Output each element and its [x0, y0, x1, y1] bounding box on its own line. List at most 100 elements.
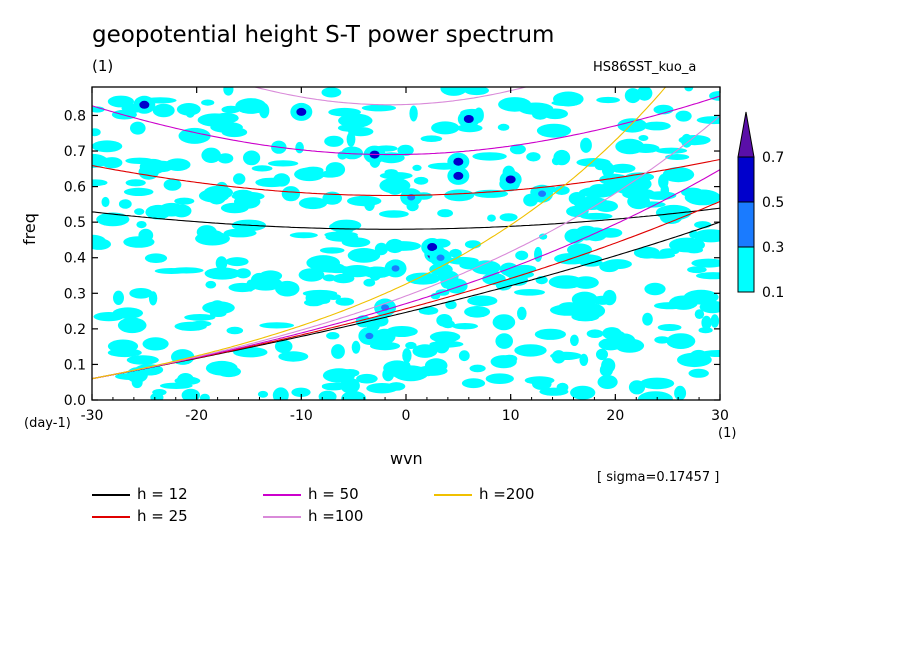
x-tick-label: 0	[402, 408, 411, 424]
colorbar-label: 0.5	[762, 195, 784, 211]
colorbar-label: 0.3	[762, 240, 784, 256]
power-noise-patch	[374, 242, 388, 256]
x-tick-label: -20	[185, 408, 208, 424]
power-noise-patch	[369, 341, 401, 351]
power-noise-patch	[347, 195, 382, 207]
power-noise-patch	[298, 197, 328, 210]
power-noise-patch	[178, 127, 211, 144]
power-blob	[453, 171, 464, 180]
power-noise-patch	[617, 118, 647, 133]
power-blob	[538, 190, 547, 197]
power-noise-patch	[418, 306, 439, 315]
power-noise-patch	[324, 135, 344, 147]
power-noise-patch	[125, 179, 146, 187]
power-noise-patch	[597, 375, 618, 389]
power-noise-patch	[295, 141, 304, 154]
power-noise-patch	[278, 351, 309, 362]
power-noise-patch	[174, 321, 207, 331]
power-noise-patch	[551, 350, 566, 364]
power-noise-patch	[134, 364, 164, 376]
power-noise-patch	[328, 107, 361, 117]
colorbar: 0.1 0.3 0.5 0.7	[737, 111, 784, 301]
power-noise-patch	[221, 105, 241, 114]
power-noise-patch	[364, 198, 375, 212]
power-noise-patch	[570, 385, 596, 400]
power-noise-patch	[205, 280, 217, 289]
power-noise-patch	[402, 348, 412, 363]
power-noise-patch	[223, 87, 234, 96]
legend-line-h50	[263, 494, 301, 496]
power-noise-patch	[440, 275, 453, 289]
power-noise-patch	[501, 354, 518, 364]
power-noise-patch	[379, 210, 409, 218]
power-noise-patch	[144, 253, 168, 263]
power-noise-patch	[341, 390, 367, 400]
power-noise-patch	[123, 236, 155, 248]
power-noise-patch	[130, 121, 146, 135]
power-noise-patch	[691, 258, 720, 268]
power-noise-patch	[318, 390, 337, 400]
power-noise-patch	[257, 390, 269, 398]
dispersion-curve-upper	[92, 158, 720, 197]
power-noise-patch	[181, 388, 200, 400]
power-noise-patch	[291, 387, 311, 397]
power-noise-patch	[298, 268, 325, 282]
power-noise-patch	[642, 312, 653, 326]
power-noise-patch	[674, 385, 687, 400]
power-noise-patch	[306, 255, 341, 271]
power-noise-patch	[688, 368, 709, 378]
x-tick-label: -30	[81, 408, 104, 424]
power-noise-patch	[201, 147, 221, 163]
power-noise-patch	[675, 110, 692, 122]
power-noise-patch	[123, 187, 154, 196]
power-noise-patch	[134, 208, 145, 216]
colorbar-segment	[737, 156, 755, 203]
x-tick-label: -10	[290, 408, 313, 424]
colorbar-triangle	[737, 111, 755, 158]
power-noise-patch	[259, 103, 270, 119]
power-blob	[365, 332, 374, 340]
power-noise-patch	[638, 135, 649, 141]
power-noise-patch	[701, 315, 712, 330]
power-noise-patch	[553, 185, 570, 195]
power-noise-patch	[580, 137, 592, 153]
power-noise-patch	[267, 160, 299, 167]
power-noise-patch	[514, 289, 545, 296]
power-noise-patch	[281, 186, 301, 202]
run-id-label: HS86SST_kuo_a	[593, 60, 697, 75]
power-noise-patch	[624, 88, 641, 104]
power-noise-patch	[596, 348, 608, 361]
power-noise-patch	[321, 382, 352, 389]
power-noise-patch	[534, 328, 567, 340]
power-noise-patch	[551, 99, 581, 107]
power-noise-patch	[467, 295, 498, 307]
power-noise-patch	[215, 256, 228, 271]
power-noise-patch	[409, 105, 418, 122]
power-noise-patch	[225, 257, 249, 267]
power-noise-patch	[654, 302, 686, 310]
power-noise-patch	[602, 289, 617, 306]
power-noise-patch	[92, 156, 113, 167]
power-noise-patch	[687, 266, 707, 274]
dispersion-curve-upper	[252, 87, 528, 106]
power-noise-patch	[387, 382, 406, 391]
power-noise-patch	[361, 104, 397, 112]
power-noise-patch	[184, 314, 216, 321]
power-noise-patch	[492, 314, 516, 331]
power-noise-patch	[655, 147, 688, 154]
legend-line-h12	[92, 494, 130, 496]
power-noise-patch	[92, 179, 108, 186]
power-noise-patch	[93, 312, 125, 322]
power-noise-patch	[201, 99, 215, 106]
power-noise-patch	[534, 246, 543, 262]
power-noise-patch	[666, 333, 696, 349]
power-noise-patch	[539, 387, 569, 396]
power-noise-patch	[340, 369, 360, 377]
power-noise-patch	[431, 121, 460, 135]
power-noise-patch	[413, 176, 429, 185]
power-blob	[139, 100, 150, 109]
power-noise-patch	[199, 393, 210, 400]
power-noise-patch	[412, 164, 422, 171]
power-noise-patch	[251, 165, 273, 172]
power-noise-patch	[325, 293, 341, 300]
